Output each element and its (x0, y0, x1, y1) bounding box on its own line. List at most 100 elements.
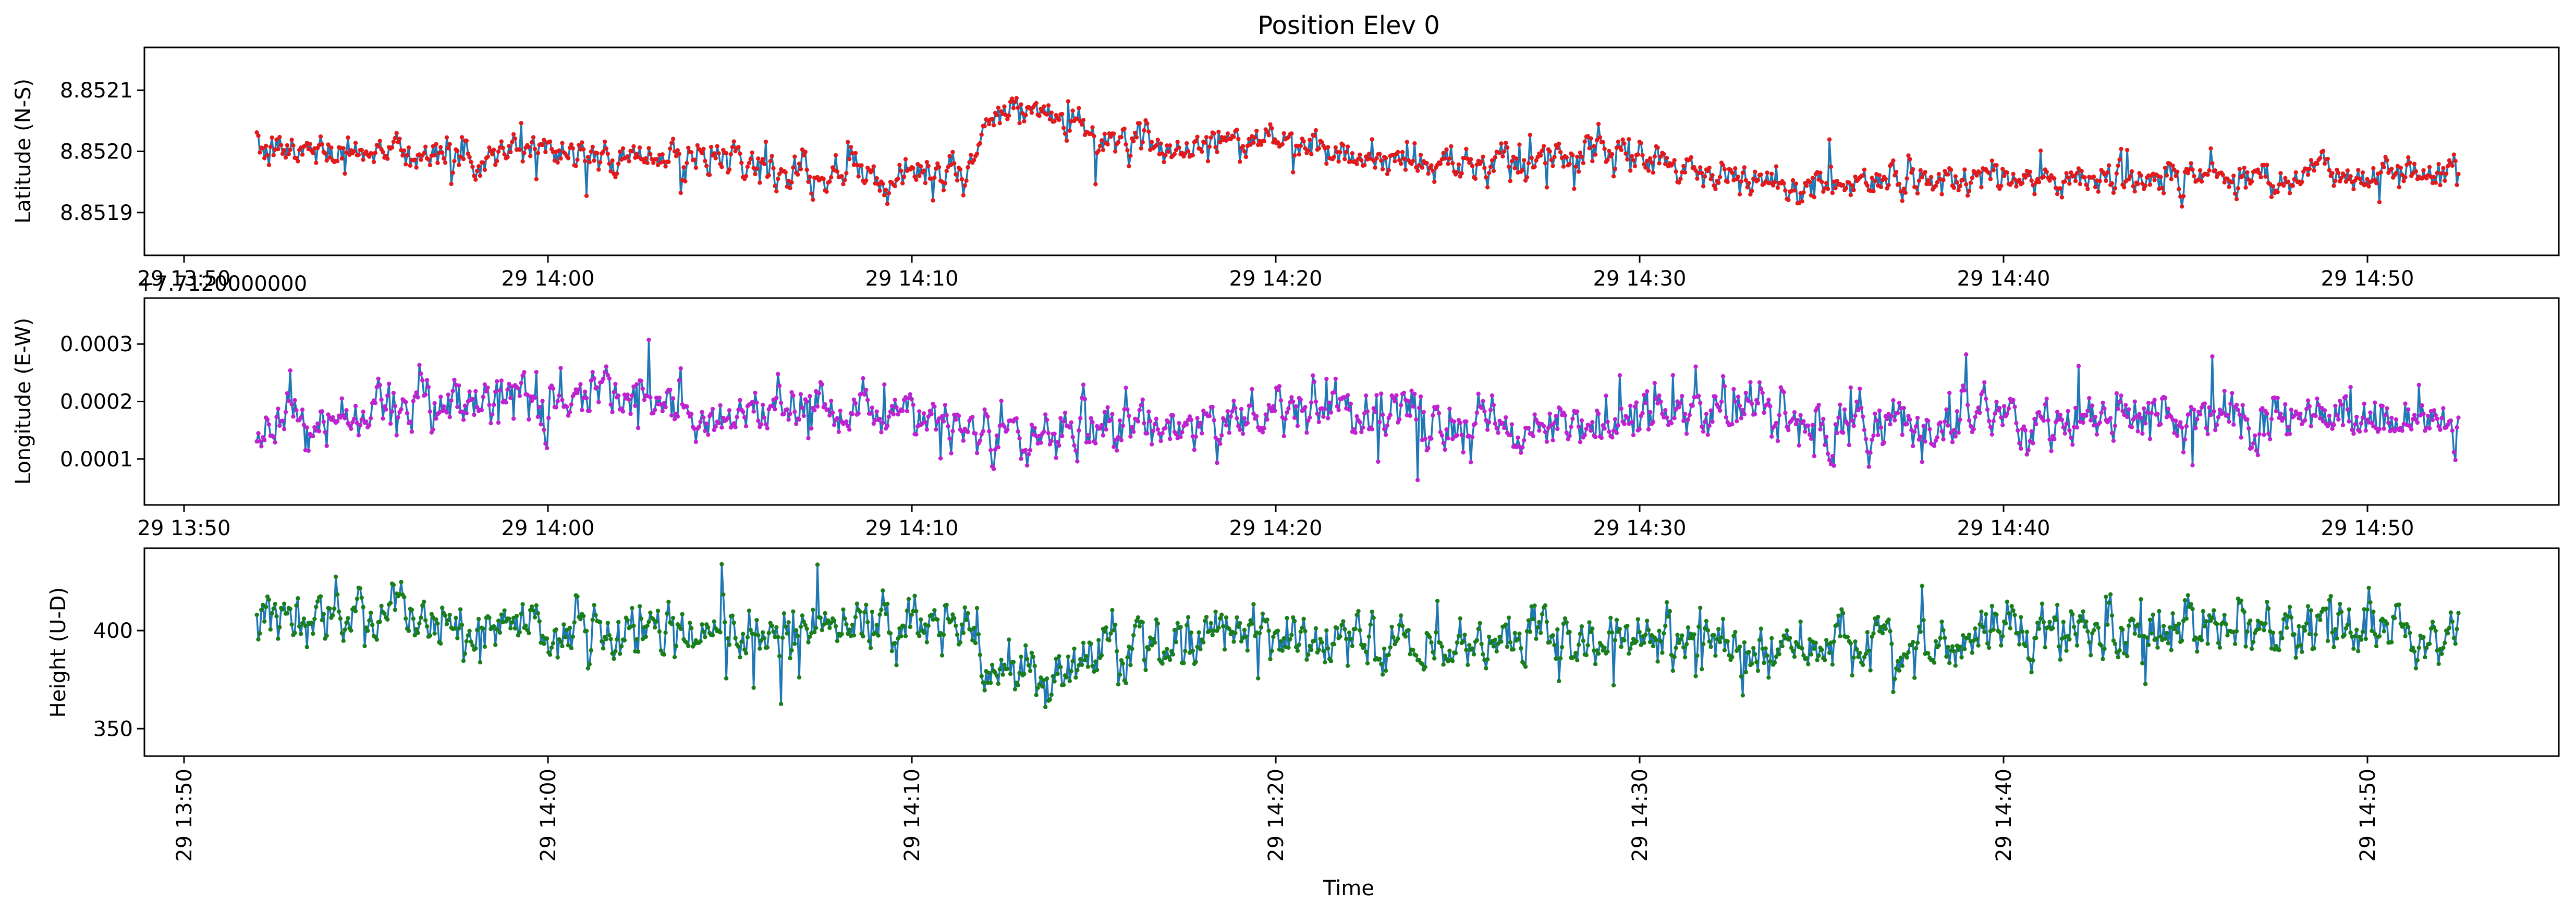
data-point (1663, 162, 1668, 166)
data-point (294, 408, 299, 413)
data-point (2225, 633, 2230, 638)
data-point (1361, 425, 1365, 430)
data-point (1803, 429, 1808, 434)
data-point (2161, 191, 2166, 195)
data-point (2370, 421, 2374, 425)
data-point (1848, 193, 1853, 197)
data-point (1544, 439, 1549, 444)
data-point (1297, 643, 1301, 647)
data-point (417, 621, 422, 626)
data-point (481, 394, 485, 399)
data-point (2034, 636, 2038, 640)
data-point (2073, 179, 2078, 183)
data-point (589, 648, 594, 653)
data-point (1836, 415, 1841, 420)
data-point (1259, 142, 1264, 147)
data-point (1155, 621, 1160, 626)
y-tick-label: 350 (93, 717, 133, 741)
data-point (1578, 440, 1583, 444)
data-point (666, 599, 671, 604)
data-point (523, 623, 528, 628)
data-point (1183, 649, 1188, 653)
data-point (2357, 176, 2362, 181)
data-point (405, 411, 410, 416)
data-point (1245, 648, 1250, 653)
data-point (510, 140, 515, 144)
data-point (335, 592, 340, 597)
data-point (1491, 168, 1496, 174)
data-point (1605, 419, 1610, 424)
data-point (813, 625, 819, 631)
data-point (1558, 656, 1563, 661)
data-point (946, 165, 950, 169)
data-point (1559, 645, 1565, 650)
data-point (1842, 407, 1847, 412)
data-point (801, 153, 807, 158)
data-point (2031, 183, 2035, 188)
data-point (1628, 168, 1633, 173)
data-point (2212, 409, 2216, 414)
data-point (2204, 426, 2208, 430)
data-point (954, 172, 958, 177)
data-point (563, 635, 568, 639)
data-point (1323, 660, 1327, 665)
data-point (1158, 141, 1163, 146)
data-point (1635, 152, 1640, 157)
data-point (2348, 385, 2353, 390)
data-point (2020, 629, 2025, 634)
data-point (1054, 657, 1058, 661)
data-point (2076, 166, 2081, 171)
data-point (1943, 419, 1947, 424)
data-point (280, 151, 285, 156)
data-point (2143, 183, 2148, 188)
data-point (1368, 156, 1373, 161)
data-point (864, 388, 869, 392)
data-point (2340, 423, 2346, 427)
data-point (1427, 635, 1432, 640)
data-point (1700, 170, 1704, 176)
data-point (1078, 657, 1083, 662)
data-point (607, 633, 612, 638)
data-point (485, 154, 490, 159)
data-point (455, 404, 460, 410)
height-y-label: Height (U-D) (46, 587, 70, 718)
data-point (782, 412, 787, 416)
data-point (1131, 429, 1136, 434)
data-point (546, 415, 551, 421)
data-point (2374, 181, 2379, 186)
data-point (1508, 179, 1513, 183)
data-point (1312, 133, 1317, 138)
data-point (1266, 403, 1271, 407)
data-point (2059, 417, 2065, 422)
data-point (1730, 422, 1735, 427)
data-point (1547, 149, 1552, 154)
data-point (1365, 409, 1370, 414)
data-point (1502, 149, 1507, 154)
data-point (1853, 174, 1858, 179)
data-point (990, 662, 995, 668)
data-point (2243, 185, 2248, 190)
data-point (1063, 131, 1068, 136)
data-point (2023, 175, 2028, 180)
data-point (1150, 442, 1154, 447)
x-tick-label: 29 13:50 (138, 267, 231, 291)
data-point (2266, 606, 2271, 611)
data-point (1579, 624, 1584, 629)
data-point (1011, 106, 1016, 110)
data-point (1105, 405, 1110, 410)
data-point (399, 579, 404, 585)
data-point (743, 174, 749, 178)
data-point (304, 425, 309, 430)
data-point (2403, 401, 2408, 406)
data-point (1989, 432, 1994, 437)
data-point (331, 613, 335, 618)
data-point (1005, 117, 1010, 121)
data-point (1677, 405, 1681, 410)
data-point (856, 411, 861, 416)
data-point (2161, 624, 2166, 628)
data-point (344, 620, 349, 625)
data-point (2249, 646, 2254, 651)
data-point (1239, 639, 1244, 644)
data-point (2011, 398, 2016, 402)
data-point (908, 392, 913, 397)
